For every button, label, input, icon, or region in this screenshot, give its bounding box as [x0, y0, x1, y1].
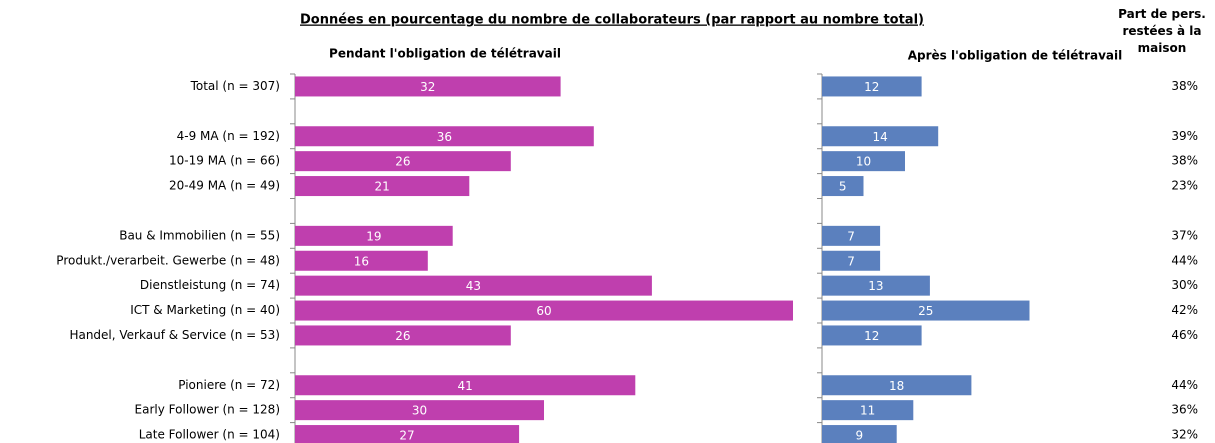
- data-label: 26: [395, 155, 410, 169]
- data-label: 14: [872, 130, 887, 144]
- bar: [822, 250, 881, 271]
- y-tick-label: Early Follower (n = 128): [135, 403, 280, 417]
- y-tick-label: Total (n = 307): [190, 79, 280, 93]
- data-label: 7: [847, 254, 855, 268]
- share-label: 36%: [1171, 403, 1198, 417]
- share-label: 44%: [1171, 378, 1198, 392]
- data-label: 10: [856, 155, 871, 169]
- y-tick-label: 4-9 MA (n = 192): [177, 129, 280, 143]
- bar: [822, 325, 922, 346]
- share-label: 30%: [1171, 278, 1198, 292]
- share-label: 38%: [1171, 154, 1198, 168]
- bar: [822, 225, 881, 246]
- chart-title: Données en pourcentage du nombre de coll…: [300, 13, 924, 28]
- y-tick-label: Produkt./verarbeit. Gewerbe (n = 48): [56, 253, 280, 267]
- data-label: 9: [856, 429, 864, 443]
- series-header: Pendant l'obligation de télétravail: [329, 47, 561, 61]
- y-tick-label: Bau & Immobilien (n = 55): [119, 228, 280, 242]
- share-label: 38%: [1171, 79, 1198, 93]
- data-label: 19: [366, 229, 381, 243]
- y-tick-label: Handel, Verkauf & Service (n = 53): [69, 328, 280, 342]
- bar: [295, 250, 428, 271]
- data-label: 11: [860, 404, 875, 418]
- data-label: 18: [889, 379, 904, 393]
- bar: [295, 425, 520, 443]
- share-label: 32%: [1171, 428, 1198, 442]
- share-label: 46%: [1171, 328, 1198, 342]
- bar: [822, 176, 864, 197]
- bar: [822, 126, 939, 147]
- bar: [295, 76, 561, 97]
- data-label: 30: [412, 404, 427, 418]
- bar: [822, 375, 972, 396]
- data-label: 21: [375, 180, 390, 194]
- data-label: 32: [420, 80, 435, 94]
- data-label: 13: [868, 279, 883, 293]
- bar: [822, 151, 905, 172]
- share-header: Part de pers. restées à la maison: [1118, 7, 1206, 55]
- y-tick-label: 20-49 MA (n = 49): [169, 179, 280, 193]
- bar: [822, 76, 922, 97]
- bar: [295, 275, 652, 296]
- data-label: 41: [458, 379, 473, 393]
- data-label: 60: [536, 304, 551, 318]
- bar: [822, 425, 897, 443]
- y-tick-label: 10-19 MA (n = 66): [169, 154, 280, 168]
- bar: [295, 176, 470, 197]
- data-label: 12: [864, 329, 879, 343]
- data-label: 5: [839, 180, 847, 194]
- y-tick-label: Pioniere (n = 72): [178, 378, 280, 392]
- data-label: 36: [437, 130, 452, 144]
- bar: [295, 325, 511, 346]
- bar: [822, 275, 930, 296]
- bar: [822, 300, 1030, 321]
- data-label: 12: [864, 80, 879, 94]
- data-label: 27: [399, 429, 414, 443]
- data-label: 25: [918, 304, 933, 318]
- y-tick-label: Late Follower (n = 104): [139, 428, 280, 442]
- share-label: 39%: [1171, 129, 1198, 143]
- data-label: 43: [466, 279, 481, 293]
- y-tick-label: Dienstleistung (n = 74): [140, 278, 280, 292]
- bar: [295, 375, 636, 396]
- share-label: 37%: [1171, 228, 1198, 242]
- bar: [295, 300, 793, 321]
- data-label: 26: [395, 329, 410, 343]
- share-label: 42%: [1171, 303, 1198, 317]
- share-label: 23%: [1171, 179, 1198, 193]
- bar: [295, 400, 544, 421]
- bar: [295, 225, 453, 246]
- share-label: 44%: [1171, 253, 1198, 267]
- y-tick-label: ICT & Marketing (n = 40): [130, 303, 280, 317]
- bar: [822, 400, 914, 421]
- data-label: 7: [847, 229, 855, 243]
- series-header: Après l'obligation de télétravail: [908, 49, 1123, 63]
- bar: [295, 151, 511, 172]
- data-label: 16: [354, 254, 369, 268]
- bar: [295, 126, 594, 147]
